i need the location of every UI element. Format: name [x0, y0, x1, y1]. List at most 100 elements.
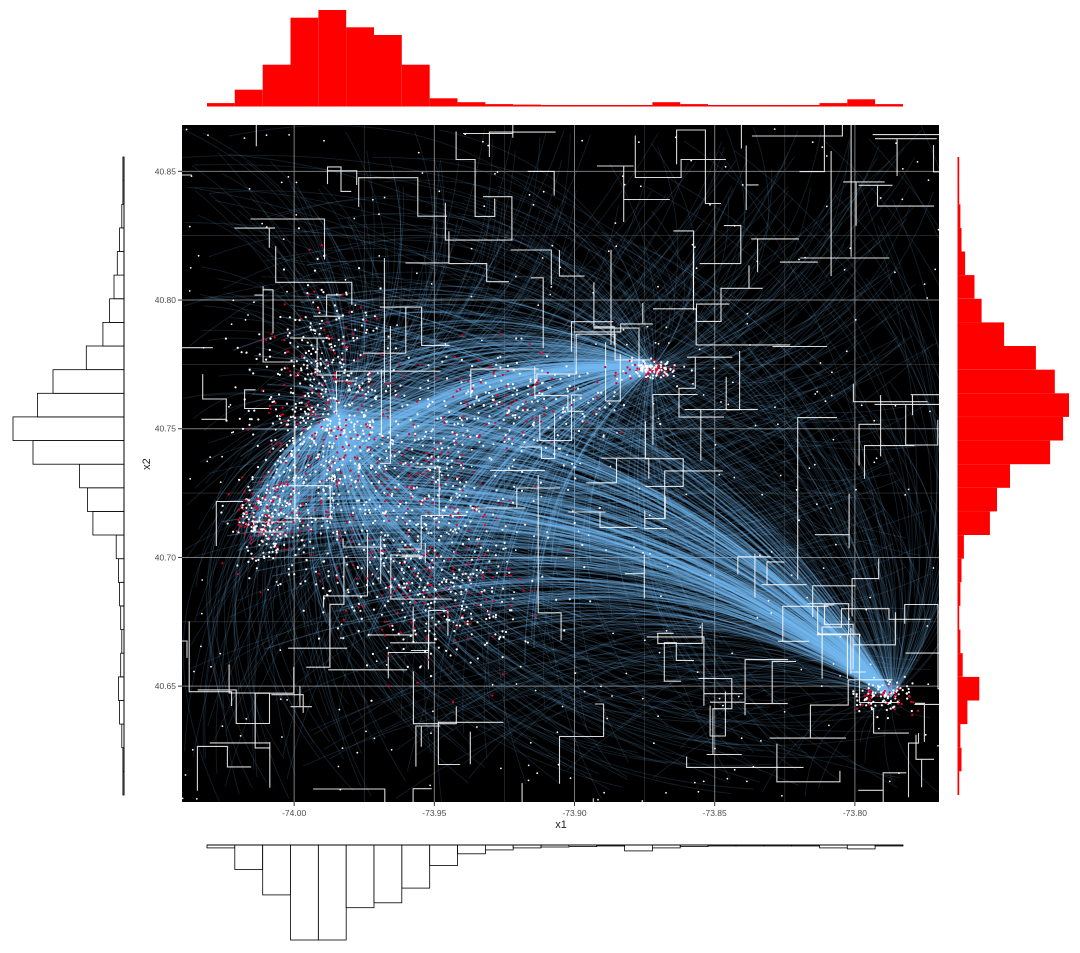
pickup-point	[294, 410, 297, 413]
dropoff-point	[427, 511, 430, 514]
flow-curve	[336, 193, 667, 417]
flow-curve-dense	[250, 362, 654, 492]
flow-curve	[335, 304, 361, 417]
flow-curve-dense	[253, 496, 892, 697]
flow-curve-dense	[335, 415, 448, 566]
pickup-point	[335, 409, 338, 412]
pickup-point	[665, 326, 668, 329]
pickup-point	[358, 463, 361, 466]
dropoff-point	[386, 494, 389, 497]
flow-curve	[265, 364, 654, 610]
pickup-point	[305, 559, 308, 562]
dropoff-point	[464, 400, 467, 403]
dropoff-point	[370, 475, 373, 478]
dropoff-point	[383, 634, 386, 637]
pickup-point	[526, 408, 529, 411]
pickup-point	[852, 692, 855, 696]
boundary-segment	[470, 368, 539, 398]
flow-curve-dense	[335, 415, 432, 617]
flow-curve-dense	[519, 480, 892, 697]
pickup-point	[193, 670, 195, 673]
flow-curve	[336, 265, 468, 417]
pickup-point	[756, 260, 759, 263]
flow-curve	[304, 415, 371, 629]
pickup-point	[315, 431, 318, 434]
dropoff-point	[418, 500, 422, 503]
pickup-point	[888, 780, 891, 783]
flow-curve-dense	[274, 415, 337, 511]
pickup-point	[386, 646, 389, 650]
flow-curve-dense	[488, 508, 892, 697]
dropoff-point	[652, 359, 655, 362]
histogram-bar	[958, 724, 961, 748]
pickup-point	[426, 603, 429, 606]
flow-curve	[652, 366, 907, 414]
flow-curve	[313, 415, 344, 615]
pickup-point	[268, 551, 271, 554]
pickup-point	[649, 514, 651, 516]
flow-curve	[190, 366, 654, 646]
flow-curve-dense	[254, 523, 892, 697]
flow-curve-dense	[335, 415, 468, 561]
pickup-point	[337, 468, 340, 471]
dropoff-point	[388, 487, 391, 491]
flow-curve	[335, 415, 722, 723]
flow-curve	[335, 415, 707, 667]
pickup-point	[421, 499, 424, 502]
pickup-point	[292, 364, 296, 368]
pickup-point	[600, 391, 603, 394]
pickup-point	[299, 433, 302, 436]
pickup-point	[606, 717, 609, 720]
pickup-point	[412, 487, 415, 490]
flow-curve-dense	[347, 333, 892, 697]
pickup-point	[294, 476, 297, 479]
pickup-point	[362, 432, 365, 435]
flow-curve	[335, 415, 787, 678]
flow-curve	[335, 415, 818, 661]
flow-curve	[335, 415, 800, 786]
flow-curve	[228, 154, 654, 368]
flow-curve	[552, 366, 654, 558]
flow-curve-dense	[463, 557, 892, 697]
pickup-point	[312, 410, 315, 413]
flow-curve	[248, 359, 654, 573]
pickup-point	[397, 483, 400, 486]
flow-curve	[322, 415, 408, 695]
flow-curve	[335, 217, 368, 417]
pickup-point	[343, 474, 346, 477]
flow-curve-dense	[250, 364, 654, 513]
flow-curve	[336, 242, 548, 417]
pickup-point	[356, 337, 359, 340]
flow-curve	[323, 651, 892, 750]
dropoff-point	[347, 382, 350, 385]
dropoff-point	[287, 350, 290, 353]
pickup-point	[699, 626, 702, 628]
pickup-point	[252, 372, 255, 375]
flow-curve-dense	[398, 422, 892, 697]
pickup-point	[271, 512, 274, 515]
pickup-point	[306, 359, 309, 362]
flow-curve	[336, 157, 878, 425]
dropoff-point	[408, 432, 411, 436]
pickup-point	[290, 359, 293, 362]
pickup-point	[334, 397, 337, 400]
pickup-point	[581, 543, 584, 547]
dropoff-point	[238, 516, 241, 520]
pickup-point	[559, 377, 562, 380]
flow-curve	[304, 415, 341, 737]
boundary-segment	[850, 628, 866, 674]
flow-curve	[268, 333, 654, 387]
pickup-point	[371, 419, 374, 422]
pickup-point	[286, 290, 288, 293]
pickup-point	[250, 529, 253, 533]
flow-curve	[620, 400, 892, 697]
pickup-point	[389, 557, 392, 561]
pickup-point	[521, 470, 524, 473]
pickup-point	[253, 526, 256, 529]
pickup-point	[280, 181, 283, 184]
flow-curve-dense	[264, 515, 892, 697]
dropoff-point	[542, 351, 545, 354]
flow-curve	[463, 662, 892, 764]
pickup-point	[269, 499, 272, 502]
flow-curve-dense	[267, 542, 892, 697]
